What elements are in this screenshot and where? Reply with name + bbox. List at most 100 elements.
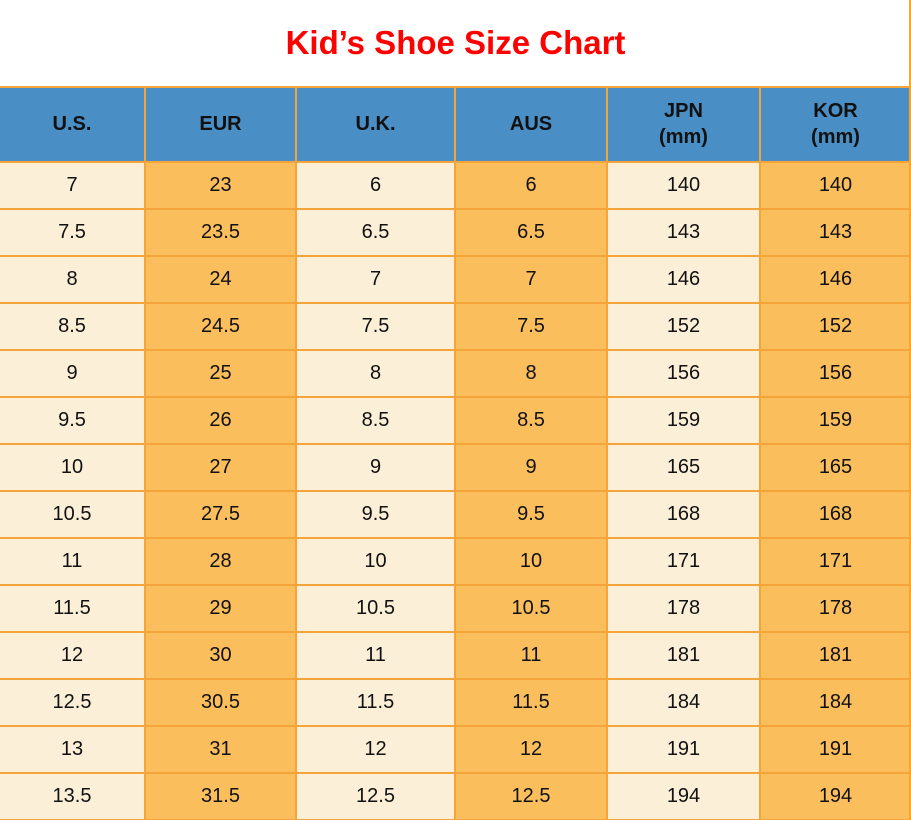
table-cell: 9.5 — [454, 490, 608, 539]
table-cell: 140 — [606, 161, 761, 210]
table-cell: 10.5 — [0, 490, 146, 539]
table-cell: 143 — [606, 208, 761, 257]
table-cell: 7.5 — [0, 208, 146, 257]
table-cell: 184 — [759, 678, 911, 727]
title-band: Kid’s Shoe Size Chart — [0, 0, 911, 86]
table-cell: 146 — [759, 255, 911, 304]
table-row: 12.5 30.5 11.5 11.5 184 184 — [0, 678, 911, 727]
size-table: U.S. EUR U.K. AUS JPN (mm) — [0, 86, 911, 820]
table-row: 10.5 27.5 9.5 9.5 168 168 — [0, 490, 911, 539]
table-cell: 25 — [144, 349, 297, 398]
table-row: 7.5 23.5 6.5 6.5 143 143 — [0, 208, 911, 257]
column-header-label: KOR — [813, 100, 858, 122]
column-header-aus: AUS — [454, 86, 608, 163]
table-row: 13 31 12 12 191 191 — [0, 725, 911, 774]
column-header-kor: KOR (mm) — [759, 86, 911, 163]
table-cell: 12.5 — [454, 772, 608, 820]
table-cell: 12.5 — [295, 772, 456, 820]
table-cell: 8 — [454, 349, 608, 398]
table-cell: 30.5 — [144, 678, 297, 727]
table-cell: 178 — [759, 584, 911, 633]
table-cell: 10 — [0, 443, 146, 492]
table-row: 8 24 7 7 146 146 — [0, 255, 911, 304]
table-row: 10 27 9 9 165 165 — [0, 443, 911, 492]
table-cell: 7 — [0, 161, 146, 210]
table-cell: 10 — [454, 537, 608, 586]
table-cell: 8 — [295, 349, 456, 398]
table-cell: 165 — [606, 443, 761, 492]
table-cell: 7.5 — [454, 302, 608, 351]
table-cell: 184 — [606, 678, 761, 727]
table-cell: 159 — [606, 396, 761, 445]
table-cell: 11.5 — [454, 678, 608, 727]
size-table-header: U.S. EUR U.K. AUS JPN (mm) — [0, 86, 911, 163]
size-table-body: 7 23 6 6 140 140 7.5 23.5 6.5 6.5 143 143 8 24 7 7 146 14… — [0, 161, 911, 820]
table-cell: 11.5 — [0, 584, 146, 633]
table-row: 7 23 6 6 140 140 — [0, 161, 911, 210]
table-cell: 8 — [0, 255, 146, 304]
table-cell: 23.5 — [144, 208, 297, 257]
table-cell: 12 — [295, 725, 456, 774]
table-cell: 8.5 — [295, 396, 456, 445]
table-row: 11.5 29 10.5 10.5 178 178 — [0, 584, 911, 633]
table-cell: 152 — [606, 302, 761, 351]
table-row: 13.5 31.5 12.5 12.5 194 194 — [0, 772, 911, 820]
table-cell: 9 — [0, 349, 146, 398]
table-cell: 27.5 — [144, 490, 297, 539]
table-cell: 31 — [144, 725, 297, 774]
table-cell: 156 — [606, 349, 761, 398]
table-cell: 194 — [759, 772, 911, 820]
table-cell: 24.5 — [144, 302, 297, 351]
table-cell: 191 — [606, 725, 761, 774]
table-cell: 7 — [295, 255, 456, 304]
table-cell: 11 — [295, 631, 456, 680]
table-cell: 6.5 — [295, 208, 456, 257]
column-header-sublabel: (mm) — [811, 126, 860, 148]
table-cell: 143 — [759, 208, 911, 257]
table-cell: 6 — [454, 161, 608, 210]
table-cell: 13 — [0, 725, 146, 774]
table-cell: 28 — [144, 537, 297, 586]
table-cell: 11 — [454, 631, 608, 680]
table-cell: 7 — [454, 255, 608, 304]
right-border-line — [909, 0, 911, 820]
table-cell: 178 — [606, 584, 761, 633]
column-header-label: U.S. — [52, 113, 92, 135]
table-cell: 10.5 — [454, 584, 608, 633]
table-row: 8.5 24.5 7.5 7.5 152 152 — [0, 302, 911, 351]
table-cell: 168 — [606, 490, 761, 539]
column-header-label: AUS — [509, 113, 553, 135]
table-cell: 7.5 — [295, 302, 456, 351]
column-header-jpn: JPN (mm) — [606, 86, 761, 163]
table-cell: 12 — [0, 631, 146, 680]
table-cell: 159 — [759, 396, 911, 445]
table-cell: 156 — [759, 349, 911, 398]
table-cell: 24 — [144, 255, 297, 304]
table-cell: 181 — [606, 631, 761, 680]
table-row: 9 25 8 8 156 156 — [0, 349, 911, 398]
column-header-sublabel: (mm) — [659, 126, 708, 148]
table-cell: 194 — [606, 772, 761, 820]
table-cell: 23 — [144, 161, 297, 210]
table-cell: 140 — [759, 161, 911, 210]
column-header-label: JPN — [664, 100, 703, 122]
table-cell: 9 — [295, 443, 456, 492]
table-cell: 6.5 — [454, 208, 608, 257]
table-cell: 29 — [144, 584, 297, 633]
table-cell: 10 — [295, 537, 456, 586]
table-cell: 171 — [759, 537, 911, 586]
column-header-label: U.K. — [355, 113, 396, 135]
table-cell: 6 — [295, 161, 456, 210]
table-cell: 171 — [606, 537, 761, 586]
table-cell: 30 — [144, 631, 297, 680]
table-cell: 11 — [0, 537, 146, 586]
table-cell: 9.5 — [0, 396, 146, 445]
table-cell: 165 — [759, 443, 911, 492]
header-row: U.S. EUR U.K. AUS JPN (mm) — [0, 86, 911, 163]
table-cell: 26 — [144, 396, 297, 445]
table-cell: 10.5 — [295, 584, 456, 633]
table-row: 9.5 26 8.5 8.5 159 159 — [0, 396, 911, 445]
page-title: Kid’s Shoe Size Chart — [285, 24, 626, 61]
table-cell: 13.5 — [0, 772, 146, 820]
table-cell: 168 — [759, 490, 911, 539]
